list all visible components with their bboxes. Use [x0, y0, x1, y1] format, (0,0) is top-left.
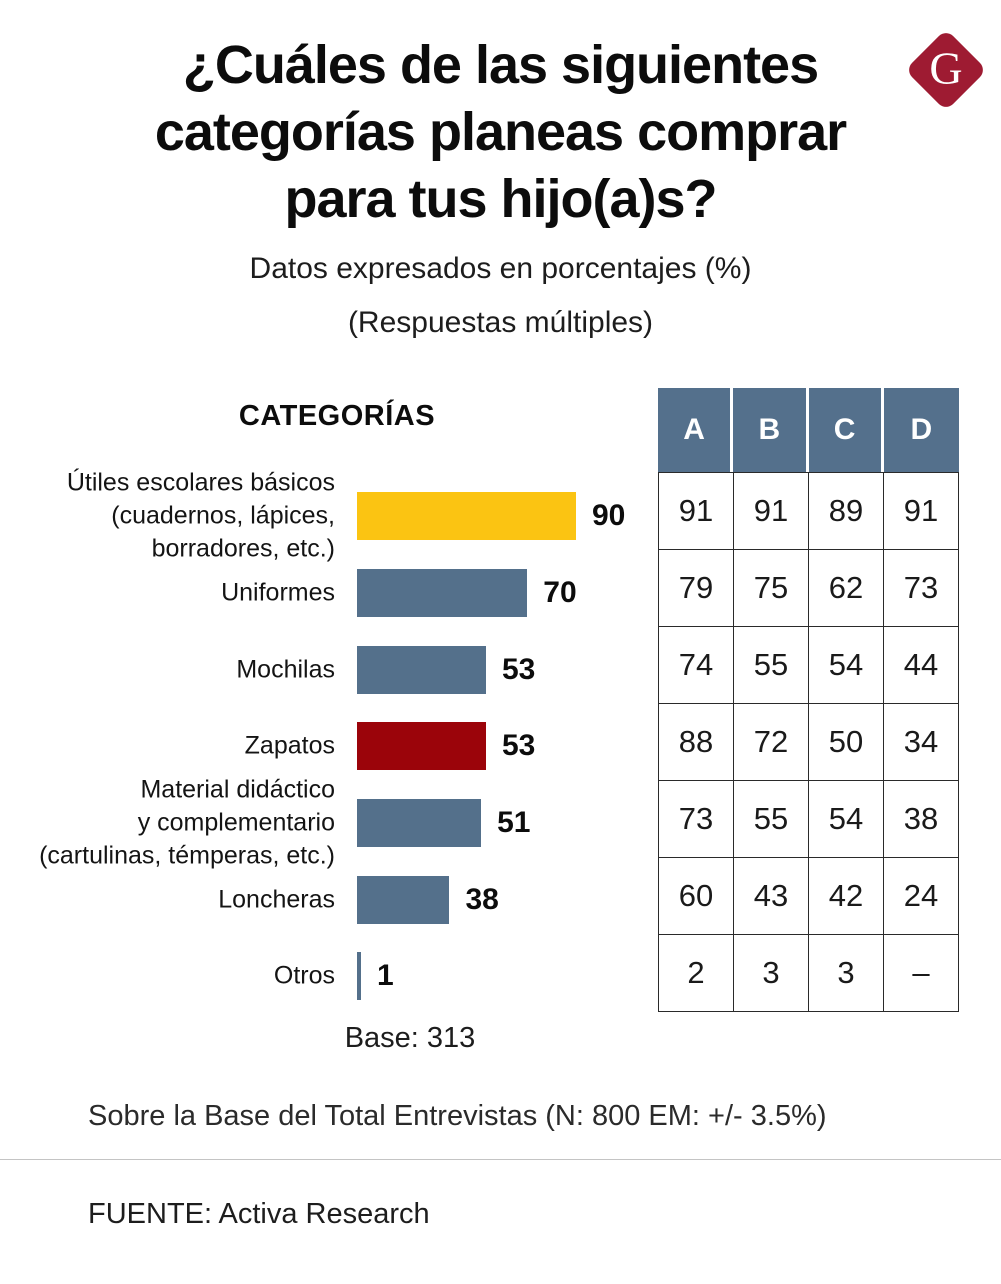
bar-row: 90: [357, 492, 625, 540]
table-header-row: A B C D: [658, 388, 959, 472]
bar: [357, 569, 528, 617]
table-cell: 43: [734, 858, 809, 935]
table-cell: 91: [884, 473, 959, 550]
bar-label: Mochilas: [236, 655, 335, 684]
divider-line: [0, 1159, 1001, 1160]
table-row: 73 55 54 38: [659, 781, 959, 858]
bar-label: Zapatos: [244, 731, 335, 760]
table-row: 79 75 62 73: [659, 550, 959, 627]
bar: [357, 952, 361, 1000]
table-row: 88 72 50 34: [659, 704, 959, 781]
table-cell: 3: [809, 935, 884, 1012]
table-cell: 79: [659, 550, 734, 627]
bar-row: 70: [357, 569, 577, 617]
table-cell: 73: [659, 781, 734, 858]
table-cell: 38: [884, 781, 959, 858]
table-cell: 3: [734, 935, 809, 1012]
bar-label: Útiles escolares básicos (cuadernos, láp…: [66, 468, 335, 563]
table-cell: 44: [884, 627, 959, 704]
subtitle-secondary: (Respuestas múltiples): [347, 306, 654, 339]
bar-value: 70: [543, 576, 577, 609]
bar-label: Loncheras: [218, 885, 335, 914]
table-cell: 55: [734, 781, 809, 858]
table-cell: 73: [884, 550, 959, 627]
bar-value: 38: [465, 883, 499, 916]
bar-value: 53: [501, 729, 536, 762]
table-row: 74 55 54 44: [659, 627, 959, 704]
bar-label: Material didáctico y complementario (car…: [39, 775, 335, 870]
page-title: ¿Cuáles de las siguientes categorías pla…: [154, 35, 847, 229]
bar-label: Otros: [273, 961, 335, 990]
methodology-note: Sobre la Base del Total Entrevistas (N: …: [88, 1100, 827, 1132]
bar-row: 1: [357, 952, 394, 1000]
table-cell: 34: [884, 704, 959, 781]
table-header-cell: A: [658, 388, 734, 472]
bar-row: 53: [357, 646, 535, 694]
source-credit: FUENTE: Activa Research: [88, 1198, 430, 1230]
table-row: 2 3 3 –: [659, 935, 959, 1012]
table-cell: 62: [809, 550, 884, 627]
bar-row: 38: [357, 876, 499, 924]
bar: [357, 799, 482, 847]
table-header-cell: D: [883, 388, 959, 472]
table-cell: 2: [659, 935, 734, 1012]
bar-value: 90: [591, 499, 626, 532]
logo-letter: G: [929, 42, 963, 94]
table-cell: –: [884, 935, 959, 1012]
bar: [357, 646, 486, 694]
bar-value: 51: [497, 806, 531, 839]
subtitle: Datos expresados en porcentajes (%): [249, 252, 752, 285]
table-cell: 75: [734, 550, 809, 627]
bar-value: 53: [501, 653, 536, 686]
brand-logo: G: [904, 28, 988, 112]
table-cell: 42: [809, 858, 884, 935]
table-cell: 55: [734, 627, 809, 704]
table-header-cell: B: [733, 388, 809, 472]
table-cell: 89: [809, 473, 884, 550]
table-cell: 54: [809, 781, 884, 858]
table-cell: 74: [659, 627, 734, 704]
base-label: Base: 313: [344, 1022, 476, 1054]
table-row: 91 91 89 91: [659, 473, 959, 550]
table-header-cell: C: [808, 388, 884, 472]
bar: [357, 722, 486, 770]
chart-title: CATEGORÍAS: [238, 400, 436, 432]
bar-row: 53: [357, 722, 535, 770]
table-body: 91 91 89 91 79 75 62 73 74 55 54 44 88 7…: [658, 472, 959, 1012]
table-cell: 91: [734, 473, 809, 550]
table-cell: 24: [884, 858, 959, 935]
bar: [357, 876, 450, 924]
table-cell: 60: [659, 858, 734, 935]
table-row: 60 43 42 24: [659, 858, 959, 935]
bar-label: Uniformes: [221, 578, 335, 607]
bar-row: 51: [357, 799, 530, 847]
table-cell: 88: [659, 704, 734, 781]
data-table: A B C D 91 91 89 91 79 75 62 73 74 55 54: [658, 388, 959, 1012]
table-cell: 50: [809, 704, 884, 781]
table-cell: 72: [734, 704, 809, 781]
table-cell: 91: [659, 473, 734, 550]
bar: [357, 492, 576, 540]
bar-value: 1: [377, 959, 394, 992]
table-cell: 54: [809, 627, 884, 704]
